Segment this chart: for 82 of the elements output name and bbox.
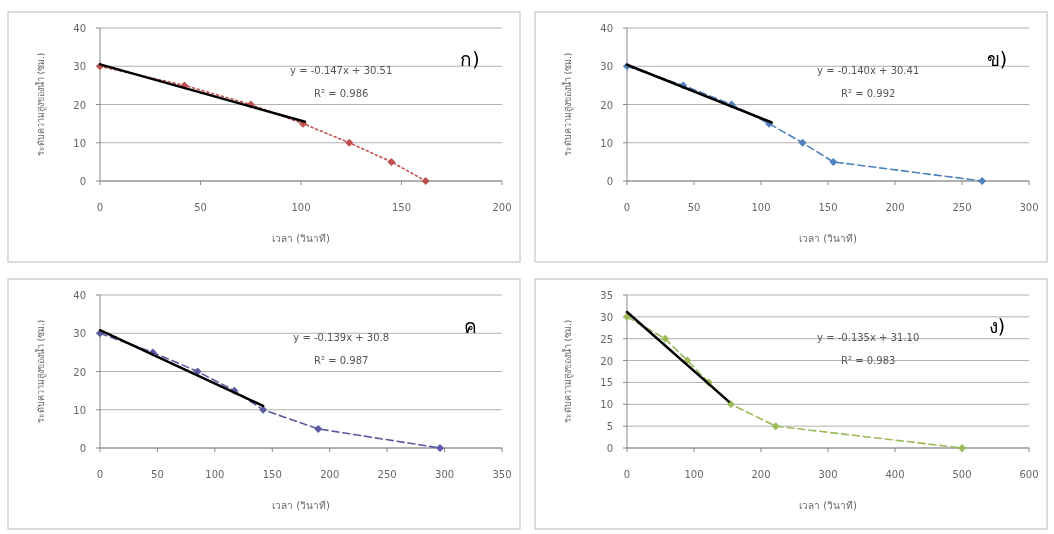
x-tick-label: 250: [952, 202, 972, 213]
y-axis-title: ระดับความสูงของน้ำ (ซม.): [561, 319, 574, 424]
x-tick-label: 500: [952, 469, 972, 480]
y-axis-title: ระดับความสูงของน้ำ (ซม.): [34, 319, 47, 424]
text: ข): [986, 48, 1008, 70]
x-axis-title: เวลา (วินาที): [799, 500, 858, 511]
annotation: R² = 0.986: [314, 87, 369, 99]
annotation: R² = 0.992: [841, 87, 896, 99]
x-tick-label: 100: [751, 202, 771, 213]
x-tick-label: 0: [623, 202, 631, 213]
y-tick-label: 10: [600, 137, 613, 149]
y-tick-label: 20: [600, 99, 613, 111]
x-tick-label: 50: [151, 469, 164, 480]
x-tick-label: 0: [96, 469, 104, 480]
y-axis-title: ระดับความสูงของน้ำ (ซม.): [34, 52, 47, 157]
y-tick-label: 30: [600, 311, 613, 323]
x-axis-title: เวลา (วินาที): [272, 500, 331, 511]
point: [435, 444, 444, 452]
x-axis-title: เวลา (วินาที): [799, 233, 858, 244]
y-tick-label: 30: [73, 61, 86, 73]
annotation: R² = 0.987: [314, 354, 369, 366]
x-tick-label: 50: [194, 202, 207, 213]
point: [829, 157, 838, 166]
x-tick-label: 200: [751, 469, 771, 480]
y-tick-label: 0: [606, 176, 613, 187]
x-tick-label: 150: [391, 202, 412, 213]
x-tick-label: 200: [320, 469, 340, 480]
text: ค: [463, 315, 477, 337]
y-tick-label: 0: [79, 176, 86, 187]
x-tick-label: 0: [623, 469, 631, 480]
x-tick-label: 400: [885, 469, 905, 480]
y-tick-label: 40: [600, 23, 613, 34]
y-tick-label: 40: [73, 23, 86, 34]
x-tick-label: 250: [377, 469, 397, 480]
point: [798, 138, 807, 147]
y-tick-label: 40: [73, 290, 86, 301]
x-tick-label: 350: [492, 469, 512, 480]
annotation: y = -0.135x + 31.10: [817, 331, 920, 343]
point: [771, 422, 780, 431]
y-tick-label: 30: [600, 61, 613, 73]
x-tick-label: 600: [1019, 469, 1039, 480]
x-tick-label: 300: [818, 469, 838, 480]
x-tick-label: 100: [291, 202, 311, 213]
annotation: y = -0.140x + 30.41: [817, 64, 920, 76]
point: [661, 334, 670, 343]
annotation: y = -0.139x + 30.8: [293, 331, 390, 343]
x-tick-label: 150: [262, 469, 282, 480]
y-axis-title: ระดับความสูงของน้ำ (ซม.): [561, 52, 574, 157]
point: [345, 138, 354, 147]
x-tick-label: 200: [885, 202, 905, 213]
point: [978, 177, 987, 185]
point: [259, 405, 268, 414]
y-tick-label: 20: [600, 355, 613, 367]
y-tick-label: 0: [606, 443, 613, 454]
x-tick-label: 0: [96, 202, 104, 213]
x-tick-label: 300: [1019, 202, 1039, 213]
point: [421, 177, 430, 185]
y-tick-label: 20: [73, 99, 86, 111]
x-tick-label: 150: [818, 202, 838, 213]
x-tick-label: 100: [205, 469, 225, 480]
annotation: R² = 0.983: [841, 354, 896, 366]
y-tick-label: 15: [600, 377, 613, 389]
x-axis-title: เวลา (วินาที): [272, 233, 331, 244]
point: [387, 157, 396, 166]
y-tick-label: 10: [600, 399, 613, 411]
text: ก): [460, 48, 480, 70]
annotation: y = -0.147x + 30.51: [290, 64, 393, 76]
x-tick-label: 300: [435, 469, 455, 480]
y-tick-label: 10: [73, 137, 86, 149]
y-tick-label: 20: [73, 366, 86, 378]
x-tick-label: 200: [492, 202, 512, 213]
y-tick-label: 25: [600, 333, 613, 345]
y-tick-label: 30: [73, 328, 86, 340]
point: [726, 400, 735, 409]
y-tick-label: 10: [73, 404, 86, 416]
y-tick-label: 5: [606, 421, 613, 433]
point: [314, 424, 323, 433]
y-tick-label: 35: [600, 290, 613, 301]
text: ง): [988, 315, 1006, 337]
x-tick-label: 50: [687, 202, 701, 213]
y-tick-label: 0: [79, 443, 86, 454]
x-tick-label: 100: [684, 469, 704, 480]
